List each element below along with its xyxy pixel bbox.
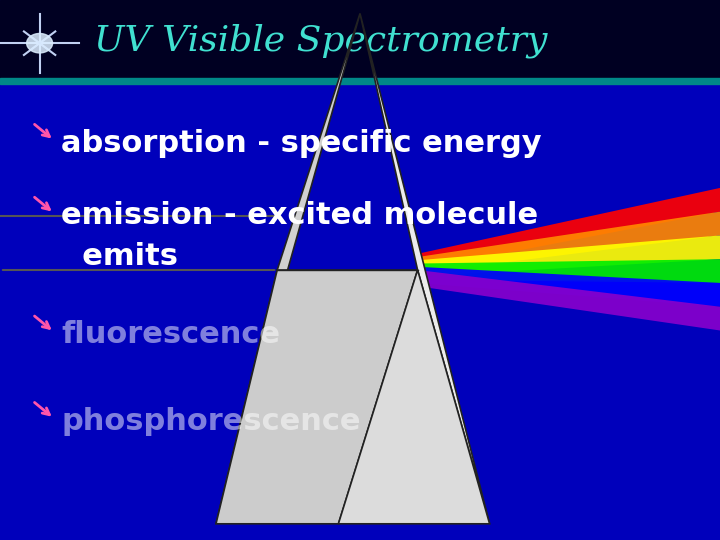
Polygon shape [338,270,490,524]
Circle shape [27,33,53,53]
Polygon shape [418,188,720,270]
Polygon shape [418,267,720,307]
Polygon shape [418,259,720,283]
Bar [0,78,720,84]
Polygon shape [360,14,490,524]
Polygon shape [418,212,720,273]
Text: fluorescence: fluorescence [61,320,280,349]
Bar [0,0,720,78]
Polygon shape [216,14,360,524]
Polygon shape [216,270,418,524]
Polygon shape [418,235,720,276]
Polygon shape [418,270,720,330]
Text: phosphorescence: phosphorescence [61,407,361,436]
Text: UV Visible Spectrometry: UV Visible Spectrometry [94,23,547,58]
Text: emission - excited molecule: emission - excited molecule [61,201,539,231]
Text: emits: emits [61,242,179,271]
Text: absorption - specific energy: absorption - specific energy [61,129,542,158]
